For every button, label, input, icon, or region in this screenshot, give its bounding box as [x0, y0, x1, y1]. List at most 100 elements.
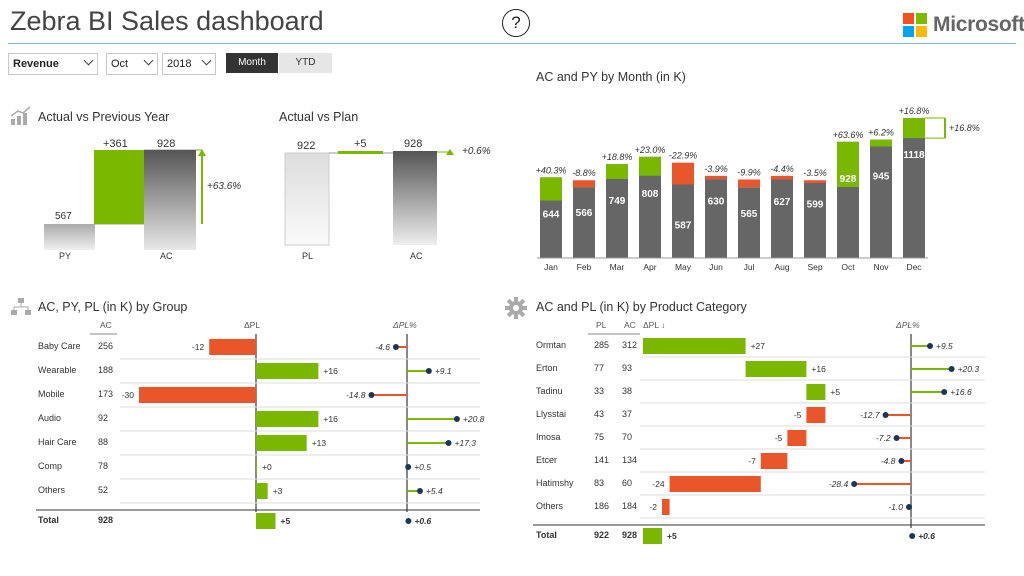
group-table: AC ΔPL ΔPL% -12 -4.6 +16 +9.1 -30 -14.8 +16 +20.8 +…	[0, 0, 500, 576]
ac-axis-label: AC	[160, 251, 173, 261]
measure-value: Revenue	[13, 58, 59, 70]
dpl-bar	[256, 459, 257, 475]
dplpct-dot	[906, 504, 912, 510]
row-pl-value: 33	[594, 386, 605, 396]
help-button[interactable]: ?	[502, 9, 530, 37]
dpl-label: +16	[323, 414, 338, 424]
row-ac-value: 88	[98, 437, 109, 447]
toggle-month-button[interactable]: Month	[226, 53, 278, 73]
plan-delta-value: +5	[354, 138, 367, 150]
row-name: Others	[38, 485, 66, 495]
chevron-down-icon	[83, 55, 94, 66]
row-name: Audio	[38, 413, 62, 423]
row-name: Hatimshy	[536, 478, 574, 488]
dplpct-dot	[392, 344, 399, 350]
variance-pct-label: -3.9%	[704, 164, 728, 174]
monthly-ac-py-chart: 644 +40.3% Jan 566 -8.8% Feb 749 +18.8% Mar 808 +2…	[536, 106, 980, 272]
row-ac-value: 92	[98, 413, 109, 423]
pl-value: 922	[297, 140, 316, 152]
trend-chart-icon	[10, 106, 31, 125]
ac-vs-py-title: Actual vs Previous Year	[38, 110, 170, 124]
row-name: Total	[536, 530, 557, 540]
dplpct-dot	[927, 343, 933, 349]
dplpct-dot	[368, 392, 375, 398]
row-pl-value: 141	[594, 455, 610, 465]
dplpct-dot	[893, 435, 900, 441]
month-tick-label: Sep	[807, 262, 822, 272]
variance-bar	[573, 180, 595, 188]
dplpct-label: -1.0	[888, 502, 903, 512]
dplpct-label: -12.7	[860, 410, 880, 420]
dpl-waterfall-bar	[643, 528, 662, 544]
variance-bar	[870, 139, 892, 147]
dplpct-label: -14.8	[346, 390, 366, 400]
dpl-label: -2	[649, 502, 657, 512]
measure-dropdown[interactable]: Revenue	[8, 53, 98, 75]
dpl-label: +27	[751, 341, 766, 351]
ac-vs-plan-title: Actual vs Plan	[279, 110, 359, 124]
ac-vs-py-chart	[44, 149, 206, 250]
ac-value-label: 1118	[903, 150, 925, 161]
py-value: 567	[55, 211, 72, 222]
dplpct-label: +9.5	[936, 341, 953, 351]
ac-bar	[606, 164, 628, 258]
row-ac-value: 256	[98, 341, 114, 351]
dplpct-dot	[453, 416, 460, 422]
col-header-dplpct: ΔPL%	[393, 320, 417, 330]
variance-bar	[804, 180, 826, 183]
dpl-waterfall-bar	[745, 361, 807, 377]
variance-pct-label: +63.6%	[833, 130, 864, 140]
dpl-waterfall-bar	[760, 453, 788, 469]
dpl-waterfall-bar	[669, 476, 761, 492]
dplpct-dot	[445, 440, 452, 446]
row-name: Total	[38, 515, 59, 525]
variance-bar	[639, 156, 661, 176]
dpl-waterfall-bar	[787, 430, 807, 446]
month-tick-label: Apr	[643, 262, 656, 272]
col-header-ac: AC	[100, 320, 112, 330]
month-tick-label: Aug	[774, 262, 789, 272]
py-bar	[44, 224, 95, 250]
row-ac-value: 52	[98, 485, 109, 495]
dpl-bar	[256, 435, 307, 451]
ac-value-label: 587	[675, 220, 692, 231]
dplpct-label: -4.8	[881, 456, 896, 466]
variance-bar	[903, 118, 925, 139]
dpl-label: +5	[667, 531, 677, 541]
ac-value-label: 749	[609, 196, 626, 207]
year-dropdown[interactable]: 2018	[162, 53, 216, 75]
toggle-ytd-button[interactable]: YTD	[279, 53, 332, 73]
py-pct-value: +63.6%	[207, 181, 242, 192]
row-ac-value: 37	[622, 409, 633, 419]
ac-bar	[804, 182, 826, 258]
row-name: Comp	[38, 461, 63, 471]
microsoft-squares-icon	[903, 13, 927, 37]
arrow-head	[446, 149, 454, 155]
month-tick-label: Jun	[709, 262, 723, 272]
dplpct-label: +16.6	[950, 387, 972, 397]
month-tick-label: Feb	[577, 262, 592, 272]
ac-value-label: 565	[741, 209, 758, 220]
row-ac-value: 38	[622, 386, 633, 396]
ac-value-label: 644	[543, 209, 560, 220]
dplpct-label: +9.1	[435, 366, 452, 376]
page-title: Zebra BI Sales dashboard	[10, 6, 324, 36]
microsoft-wordmark: Microsoft	[933, 13, 1024, 36]
month-tick-label: May	[675, 262, 692, 272]
variance-bar	[606, 164, 628, 179]
dplpct-dot	[851, 481, 858, 487]
arrow-head	[198, 149, 206, 156]
dpl-bar	[256, 483, 268, 499]
dplpct-label: +5.4	[426, 486, 443, 496]
row-name: Others	[536, 501, 564, 511]
month-tick-label: Jan	[544, 262, 558, 272]
row-ac-value: 78	[98, 461, 109, 471]
total-variance-label: +16.8%	[949, 123, 980, 133]
ac-bar	[738, 187, 760, 258]
row-pl-value: 77	[594, 363, 605, 373]
ac-value: 928	[157, 138, 176, 150]
ac-value-label: 630	[708, 196, 725, 207]
month-dropdown[interactable]: Oct	[106, 53, 158, 75]
dplpct-dot	[909, 533, 916, 539]
row-name: Etcer	[536, 455, 558, 465]
